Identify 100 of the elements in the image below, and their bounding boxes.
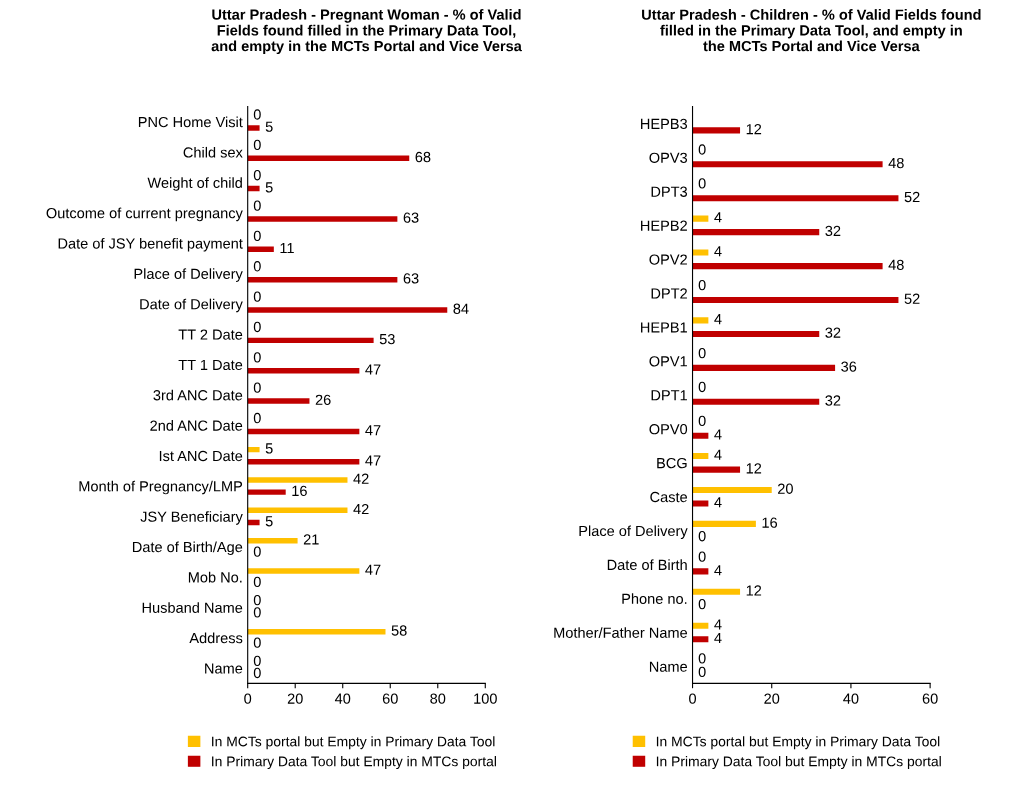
legend-label: In MCTs portal but Empty in Primary Data Tool [212, 736, 495, 750]
x-tick-label: 100 [474, 693, 497, 704]
x-tick-label: 40 [843, 693, 859, 704]
x-tick-label: 60 [382, 693, 398, 704]
data-label: 4 [714, 212, 722, 223]
data-label: 0 [253, 667, 261, 679]
data-label: 0 [253, 139, 261, 151]
x-tick-label: 80 [430, 693, 446, 704]
bar [692, 622, 709, 629]
data-label: 58 [391, 625, 407, 636]
chart-title: Uttar Pradesh - Children - % of Valid Fields found filled in the Primary Data Tool, and empty in the MCTs Portal and Vice Versa [642, 9, 981, 52]
data-label: 47 [365, 364, 381, 375]
bar [692, 161, 883, 168]
data-label: 84 [453, 303, 469, 314]
data-label: 12 [746, 123, 762, 135]
bar [247, 367, 360, 374]
data-label: 0 [253, 230, 261, 242]
y-tick-label: HEPB1 [641, 322, 687, 333]
data-label: 5 [265, 516, 273, 527]
y-tick-label: Name [649, 661, 688, 672]
data-label: 5 [265, 182, 273, 193]
data-label: 4 [714, 246, 722, 257]
data-label: 0 [253, 412, 261, 424]
data-label: 32 [825, 327, 841, 338]
bar [247, 446, 260, 453]
y-tick-label: Mob No. [188, 571, 242, 583]
data-label: 48 [888, 259, 904, 271]
bar [692, 520, 756, 527]
data-label: 0 [253, 576, 261, 588]
x-tick-label: 0 [689, 693, 697, 704]
data-label: 0 [253, 594, 261, 606]
bar [692, 330, 820, 337]
data-label: 48 [888, 157, 904, 169]
bar [247, 537, 298, 544]
bar [692, 364, 836, 371]
bar [692, 263, 883, 270]
data-label: 0 [253, 546, 261, 557]
data-label: 47 [365, 564, 381, 575]
data-label: 0 [253, 655, 261, 667]
data-label: 52 [904, 293, 920, 304]
data-label: 4 [714, 314, 722, 325]
bar [247, 398, 310, 404]
data-label: 0 [698, 551, 706, 562]
y-tick-label: Month of Pregnancy/LMP [79, 480, 243, 495]
legend-label: In Primary Data Tool but Empty in MTCs portal [212, 756, 496, 770]
bar [247, 307, 448, 313]
bar [692, 500, 709, 507]
y-tick-label: 2nd ANC Date [150, 420, 243, 431]
y-tick-label: Date of Delivery [140, 298, 243, 313]
data-label: 11 [280, 243, 294, 254]
data-label: 0 [698, 381, 706, 393]
bar [692, 127, 741, 134]
data-label: 26 [315, 394, 331, 405]
bar [247, 629, 386, 635]
bar [247, 276, 398, 283]
y-tick-label: TT 2 Date [178, 329, 243, 340]
data-label: 12 [746, 463, 762, 474]
data-label: 32 [825, 395, 841, 406]
bar [247, 155, 410, 161]
x-tick-label: 60 [922, 693, 938, 704]
bar [692, 588, 741, 595]
y-tick-label: TT 1 Date [178, 359, 243, 371]
data-label: 42 [353, 503, 369, 515]
y-tick-label: BCG [657, 457, 687, 469]
data-label: 53 [379, 333, 395, 345]
data-label: 0 [698, 531, 706, 542]
y-tick-label: Address [189, 632, 243, 644]
data-label: 4 [714, 429, 722, 440]
bar [247, 337, 374, 344]
y-tick-label: OPV2 [649, 254, 687, 265]
data-label: 0 [253, 321, 261, 333]
y-tick-label: Phone no. [622, 593, 687, 604]
y-tick-label: Weight of child [147, 177, 242, 191]
y-tick-label: OPV3 [649, 152, 688, 163]
data-label: 0 [698, 415, 706, 427]
data-label: 4 [714, 619, 722, 630]
bar [692, 432, 709, 439]
data-label: 68 [415, 151, 431, 163]
data-label: 4 [714, 449, 722, 460]
data-label: 32 [825, 225, 841, 237]
data-label: 0 [253, 352, 261, 363]
data-label: 21 [303, 534, 319, 545]
data-label: 0 [253, 382, 261, 393]
data-label: 0 [253, 607, 261, 618]
y-tick-label: OPV1 [649, 356, 687, 367]
bar [692, 453, 709, 460]
data-label: 0 [253, 200, 261, 211]
bar [247, 568, 360, 574]
data-label: 47 [365, 455, 381, 466]
data-label: 0 [253, 637, 261, 648]
data-label: 52 [904, 191, 920, 203]
y-tick-label: PNC Home Visit [138, 116, 243, 128]
data-label: 20 [778, 483, 793, 494]
y-tick-label: DPT2 [651, 288, 687, 299]
legend-label: In MCTs portal but Empty in Primary Data Tool [656, 736, 940, 750]
data-label: 0 [253, 109, 261, 120]
bar [247, 507, 348, 514]
y-tick-label: Outcome of current pregnancy [46, 207, 243, 222]
data-label: 0 [253, 261, 261, 272]
data-label: 0 [698, 144, 706, 155]
